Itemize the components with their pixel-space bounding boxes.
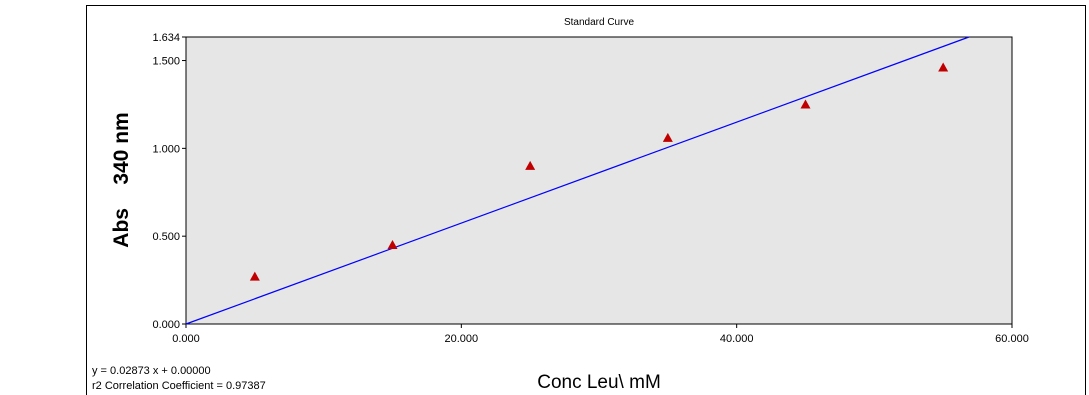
- data-points: [249, 62, 949, 281]
- x-axis-label: Conc Leu\ mM: [537, 372, 661, 393]
- data-point: [249, 271, 260, 281]
- data-point: [525, 160, 536, 170]
- plot-area: [185, 36, 1013, 325]
- regression-equation: y = 0.02873 x + 0.00000: [92, 365, 211, 377]
- y-tick-label: 0.500: [152, 231, 180, 243]
- data-point: [387, 239, 398, 249]
- correlation-coefficient: r2 Correlation Coefficient = 0.97387: [92, 380, 266, 392]
- y-tick-label: 1.634: [152, 32, 180, 44]
- x-axis-ticks: 0.000 20.000 40.000 60.000: [172, 324, 1029, 345]
- chart-title: Standard Curve: [564, 17, 634, 28]
- y-axis-label: Abs 340 nm: [110, 112, 133, 247]
- y-tick-label: 1.000: [152, 143, 180, 155]
- x-tick-label: 20.000: [445, 333, 479, 345]
- data-point: [938, 62, 949, 72]
- fit-line: [185, 36, 970, 325]
- y-tick-label: 0.000: [152, 319, 180, 331]
- y-axis-ticks: 0.000 0.500 1.000 1.500 1.634: [152, 32, 186, 331]
- data-point: [800, 99, 811, 109]
- x-tick-label: 0.000: [172, 333, 200, 345]
- x-tick-label: 40.000: [720, 333, 754, 345]
- x-tick-label: 60.000: [995, 333, 1029, 345]
- data-point: [662, 132, 673, 142]
- y-tick-label: 1.500: [152, 56, 180, 68]
- chart-frame: [86, 5, 1086, 395]
